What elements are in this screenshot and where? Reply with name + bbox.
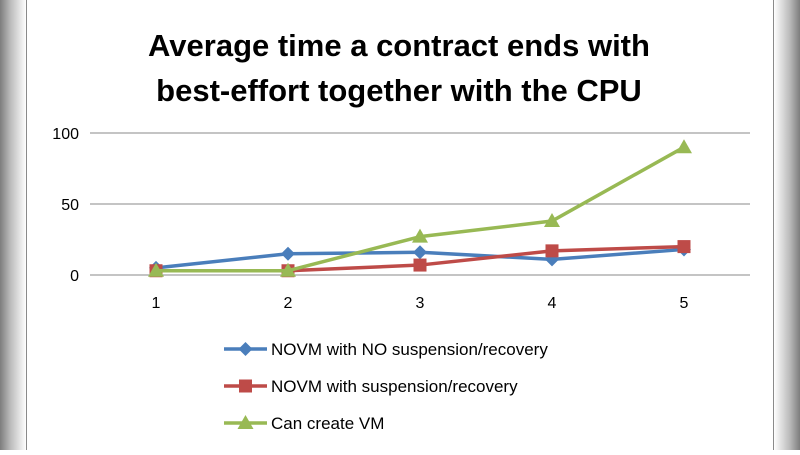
series-3 xyxy=(148,139,692,277)
data-point xyxy=(544,213,560,228)
legend-marker xyxy=(239,379,252,393)
x-tick-label: 3 xyxy=(416,295,425,312)
data-point xyxy=(281,246,295,261)
data-point xyxy=(280,262,296,277)
data-point xyxy=(413,245,427,260)
legend-label: NOVM with suspension/recovery xyxy=(271,377,518,396)
x-tick-label: 5 xyxy=(680,295,689,312)
data-point xyxy=(413,258,427,272)
legend-item-2: NOVM with suspension/recovery xyxy=(224,377,518,396)
data-point xyxy=(148,262,164,277)
legend-marker xyxy=(238,342,253,356)
data-point xyxy=(545,244,559,258)
chart-area: Average time a contract ends with best-e… xyxy=(26,0,774,450)
legend-label: Can create VM xyxy=(271,414,384,433)
legend-item-1: NOVM with NO suspension/recovery xyxy=(224,340,548,359)
legend-label: NOVM with NO suspension/recovery xyxy=(271,340,548,359)
data-point xyxy=(412,228,428,243)
x-tick-label: 1 xyxy=(152,295,161,312)
y-tick-label: 100 xyxy=(52,126,79,143)
legend: NOVM with NO suspension/recovery NOVM wit… xyxy=(224,340,548,433)
x-tick-label: 2 xyxy=(284,295,293,312)
data-point xyxy=(677,240,691,254)
chart-title-line-1: Average time a contract ends with xyxy=(148,28,650,63)
y-tick-label: 50 xyxy=(61,197,79,214)
line-chart: Average time a contract ends with best-e… xyxy=(52,28,750,433)
y-tick-label: 0 xyxy=(70,268,79,285)
legend-item-3: Can create VM xyxy=(224,414,384,433)
data-point xyxy=(676,139,692,154)
legend-marker xyxy=(237,415,254,429)
chart-title-line-2: best-effort together with the CPU xyxy=(156,73,642,108)
plot-area: 0 50 100 1 2 3 4 5 xyxy=(52,126,750,312)
x-tick-label: 4 xyxy=(548,295,557,312)
